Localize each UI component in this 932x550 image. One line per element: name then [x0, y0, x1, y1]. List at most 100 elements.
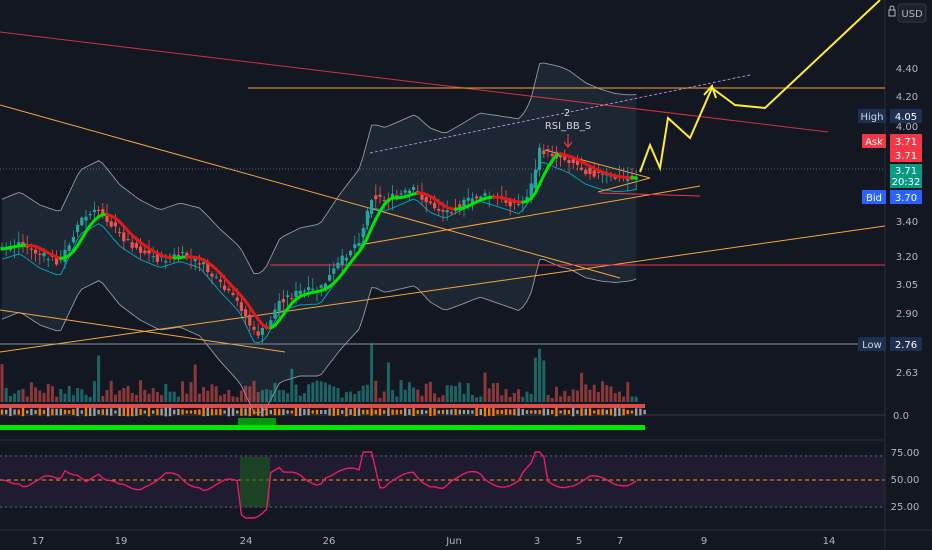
histogram-bar: [420, 409, 424, 415]
histogram-bar: [395, 409, 398, 415]
volume-bar: [550, 397, 554, 402]
time-tick: 3: [534, 536, 540, 547]
candle-body: [428, 201, 432, 204]
countdown-time: 20:32: [892, 177, 921, 188]
candle-body: [260, 328, 264, 335]
time-tick: 5: [576, 536, 582, 547]
candle-body: [433, 202, 437, 209]
price-axis[interactable]: USD 4.40 4.20 4.00 3.40 3.20 3.05 2.90 2…: [888, 3, 927, 513]
candle-body: [218, 279, 222, 282]
histogram-bar: [500, 409, 503, 415]
candle-body: [449, 212, 453, 214]
volume-bar: [252, 380, 256, 402]
wedge-lower: [597, 177, 651, 193]
volume-bar: [378, 397, 382, 402]
histogram-bar: [240, 408, 243, 416]
histogram-bar: [437, 410, 440, 414]
volume-bar: [71, 395, 75, 402]
histogram-bar: [34, 410, 37, 414]
histogram-bar: [370, 408, 373, 416]
volume-bar: [265, 389, 269, 402]
high-tag: High 4.05: [858, 109, 922, 123]
histogram-bar: [80, 410, 83, 414]
volume-bar: [340, 397, 344, 402]
candle-body: [130, 242, 134, 248]
price-tick: 3.20: [896, 252, 918, 263]
bollinger-upper: [1, 62, 637, 275]
candle-body: [311, 288, 315, 290]
candle-body: [395, 195, 399, 197]
histogram-bar: [114, 410, 117, 414]
volume-bar: [290, 368, 294, 402]
moving-average-line: [0, 152, 638, 330]
time-axis[interactable]: 17 19 24 26 Jun 3 5 7 9 14: [32, 536, 836, 547]
time-tick: Jun: [445, 536, 462, 547]
candle-body: [601, 173, 605, 175]
candle-body: [328, 274, 332, 281]
volume-bar: [416, 389, 420, 402]
candle-body: [538, 147, 542, 170]
volume-bar: [147, 393, 151, 402]
histogram-bar: [521, 408, 524, 416]
volume-bar: [391, 390, 395, 402]
histogram-bar: [546, 408, 550, 416]
histogram-bar: [509, 409, 512, 415]
histogram-bar: [513, 408, 516, 416]
volume-bar: [55, 396, 59, 402]
volume-bar: [197, 393, 201, 402]
volume-bar: [454, 386, 458, 402]
histogram-bar: [639, 408, 642, 416]
histogram-bar: [504, 409, 508, 415]
candle-body: [361, 227, 365, 238]
histogram-bar: [223, 410, 226, 414]
volume-bar: [13, 393, 17, 402]
volume-bar: [25, 396, 29, 402]
candle-body: [344, 257, 348, 261]
volume-bar: [8, 395, 12, 402]
candle-body: [479, 196, 483, 199]
volume-bar: [223, 393, 227, 402]
currency-button[interactable]: USD: [888, 3, 927, 23]
histogram-bar: [231, 408, 235, 416]
candle-body: [239, 302, 243, 311]
volume-bar: [59, 389, 63, 402]
volume-bars: [0, 343, 638, 402]
volume-bar: [584, 384, 588, 402]
price-tick: 4.40: [896, 64, 918, 75]
price-tick: 4.20: [896, 92, 918, 103]
candle-body: [164, 261, 168, 263]
candle-body: [172, 254, 176, 257]
histogram-bar: [68, 410, 71, 414]
volume-bar: [332, 386, 336, 402]
histogram-bar: [475, 407, 478, 417]
volume-bar: [231, 396, 235, 402]
volume-bar: [613, 393, 617, 402]
volume-bar: [176, 396, 180, 402]
histogram-bar: [341, 410, 344, 414]
volume-bar: [76, 387, 80, 402]
candle-body: [323, 283, 327, 291]
volume-bar: [50, 386, 54, 402]
rsi-oscillator: [1, 451, 637, 519]
volume-bar: [601, 381, 605, 402]
volume-bar: [189, 382, 193, 402]
histogram-bar: [609, 408, 613, 416]
histogram-bar: [55, 408, 58, 416]
volume-bar: [46, 383, 50, 402]
histogram-bar: [265, 408, 268, 416]
candle-body: [563, 155, 567, 160]
ma-segment: [538, 173, 546, 186]
histogram-bar: [160, 408, 163, 416]
candle-body: [113, 222, 117, 227]
candle-body: [227, 288, 231, 291]
histogram-bar: [588, 408, 592, 416]
volume-bar: [38, 390, 42, 402]
histogram-bar: [278, 408, 281, 416]
volume-bar: [126, 385, 130, 402]
bollinger-fill: [2, 62, 637, 414]
candle-body: [281, 299, 285, 303]
histogram-bar: [97, 409, 100, 415]
volume-bar: [210, 384, 214, 402]
